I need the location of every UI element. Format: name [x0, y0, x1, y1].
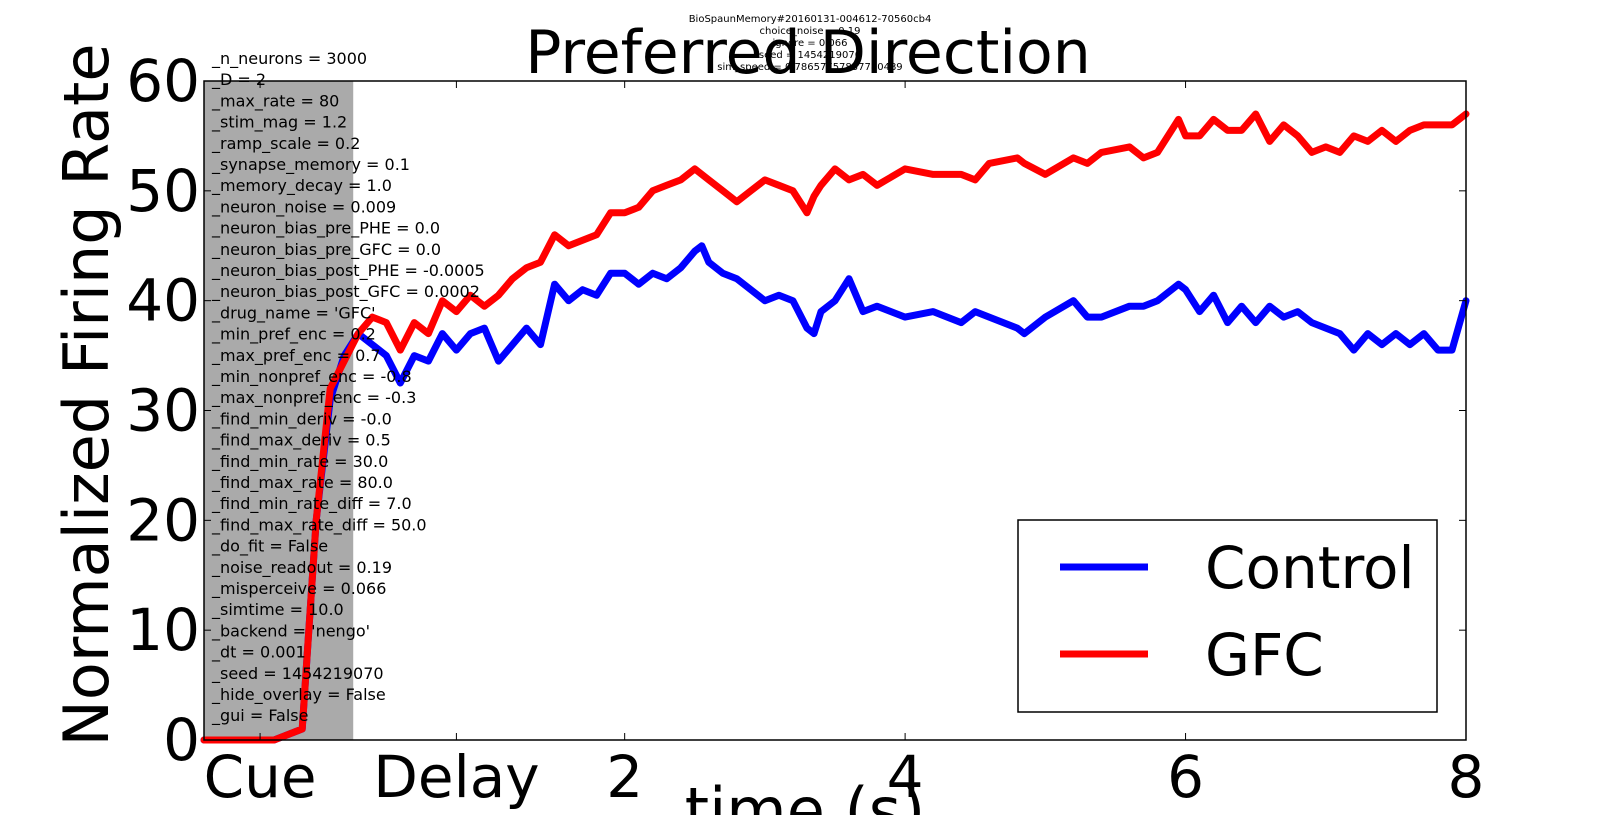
parameter-line: _neuron_bias_post_GFC = 0.0002 — [211, 282, 480, 302]
parameter-line: _noise_readout = 0.19 — [211, 558, 392, 578]
parameter-line: _hide_overlay = False — [211, 685, 386, 705]
y-axis-label: Normalized Firing Rate — [50, 44, 123, 747]
parameter-line: _stim_mag = 1.2 — [211, 113, 347, 133]
series-line-gfc — [200, 110, 1470, 744]
parameter-line: _neuron_noise = 0.009 — [211, 197, 396, 217]
y-tick-label: 60 — [126, 47, 200, 115]
overlay-text: BioSpaunMemory#20160131-004612-70560cb4c… — [689, 14, 932, 73]
parameter-line: _backend = 'nengo' — [211, 621, 370, 641]
x-axis: Cue Delay 2 4 6 8 — [204, 81, 1485, 811]
overlay-line: BioSpaunMemory#20160131-004612-70560cb4 — [689, 14, 932, 25]
parameter-line: _gui = False — [211, 706, 308, 726]
parameter-line: _ramp_scale = 0.2 — [211, 134, 360, 154]
chart-title: Preferred Direction — [525, 18, 1091, 88]
x-tick-label: 4 — [887, 743, 924, 811]
legend-box — [1017, 519, 1438, 713]
parameter-line: _neuron_bias_post_PHE = -0.0005 — [211, 261, 485, 281]
y-axis: 0 10 20 30 40 50 60 — [126, 47, 1466, 774]
y-tick-label: 30 — [126, 377, 200, 445]
overlay-line: sim_speed = 0.78657757837780489 — [717, 62, 902, 73]
parameter-line: _find_max_deriv = 0.5 — [211, 431, 391, 451]
legend-label-gfc: GFC — [1205, 621, 1324, 689]
overlay-line: choice_noise = 0.19 — [760, 26, 861, 37]
series-line-control — [200, 242, 1470, 744]
x-tick-label: 2 — [606, 743, 643, 811]
x-tick-label: Delay — [373, 743, 539, 811]
parameter-line: _find_min_rate = 30.0 — [211, 452, 388, 472]
parameter-line: _do_fit = False — [211, 537, 328, 557]
x-tick-label: 6 — [1167, 743, 1204, 811]
parameter-list: _n_neurons = 3000_D = 2_max_rate = 80_st… — [211, 49, 485, 726]
parameter-line: _n_neurons = 3000 — [211, 49, 367, 69]
parameter-line: _find_max_rate = 80.0 — [211, 473, 393, 493]
parameter-line: _max_nonpref_enc = -0.3 — [211, 388, 416, 408]
x-tick-label: Cue — [204, 743, 317, 811]
parameter-line: _min_pref_enc = 0.2 — [211, 325, 376, 345]
parameter-line: _dt = 0.001 — [211, 643, 306, 663]
parameter-line: _neuron_bias_pre_GFC = 0.0 — [211, 240, 441, 260]
overlay-line: ignore = 0.066 — [773, 38, 848, 49]
parameter-line: _simtime = 10.0 — [211, 600, 344, 620]
parameter-line: _misperceive = 0.066 — [211, 579, 386, 599]
parameter-line: _D = 2 — [211, 70, 266, 90]
y-tick-label: 20 — [126, 486, 200, 554]
legend-label-control: Control — [1205, 534, 1415, 602]
y-tick-label: 10 — [126, 596, 200, 664]
parameter-line: _max_rate = 80 — [211, 91, 339, 111]
x-tick-label: 8 — [1448, 743, 1485, 811]
parameter-line: _memory_decay = 1.0 — [211, 176, 392, 196]
parameter-line: _seed = 1454219070 — [211, 664, 384, 684]
y-tick-label: 40 — [126, 267, 200, 335]
y-tick-label: 50 — [126, 157, 200, 225]
series-layer — [200, 110, 1470, 744]
legend: Control GFC — [1017, 519, 1438, 713]
parameter-line: _synapse_memory = 0.1 — [211, 155, 410, 175]
parameter-line: _drug_name = 'GFC' — [211, 303, 376, 323]
x-axis-label: time (s) — [685, 774, 925, 815]
parameter-line: _find_min_rate_diff = 7.0 — [211, 494, 412, 514]
parameter-line: _neuron_bias_pre_PHE = 0.0 — [211, 219, 440, 239]
parameter-line: _min_nonpref_enc = -0.8 — [211, 367, 412, 387]
parameter-line: _find_max_rate_diff = 50.0 — [211, 515, 427, 535]
parameter-line: _find_min_deriv = -0.0 — [211, 409, 392, 429]
parameter-line: _max_pref_enc = 0.7 — [211, 346, 381, 366]
overlay-line: seed = 1454219070 — [759, 50, 861, 61]
y-tick-label: 0 — [163, 706, 200, 774]
